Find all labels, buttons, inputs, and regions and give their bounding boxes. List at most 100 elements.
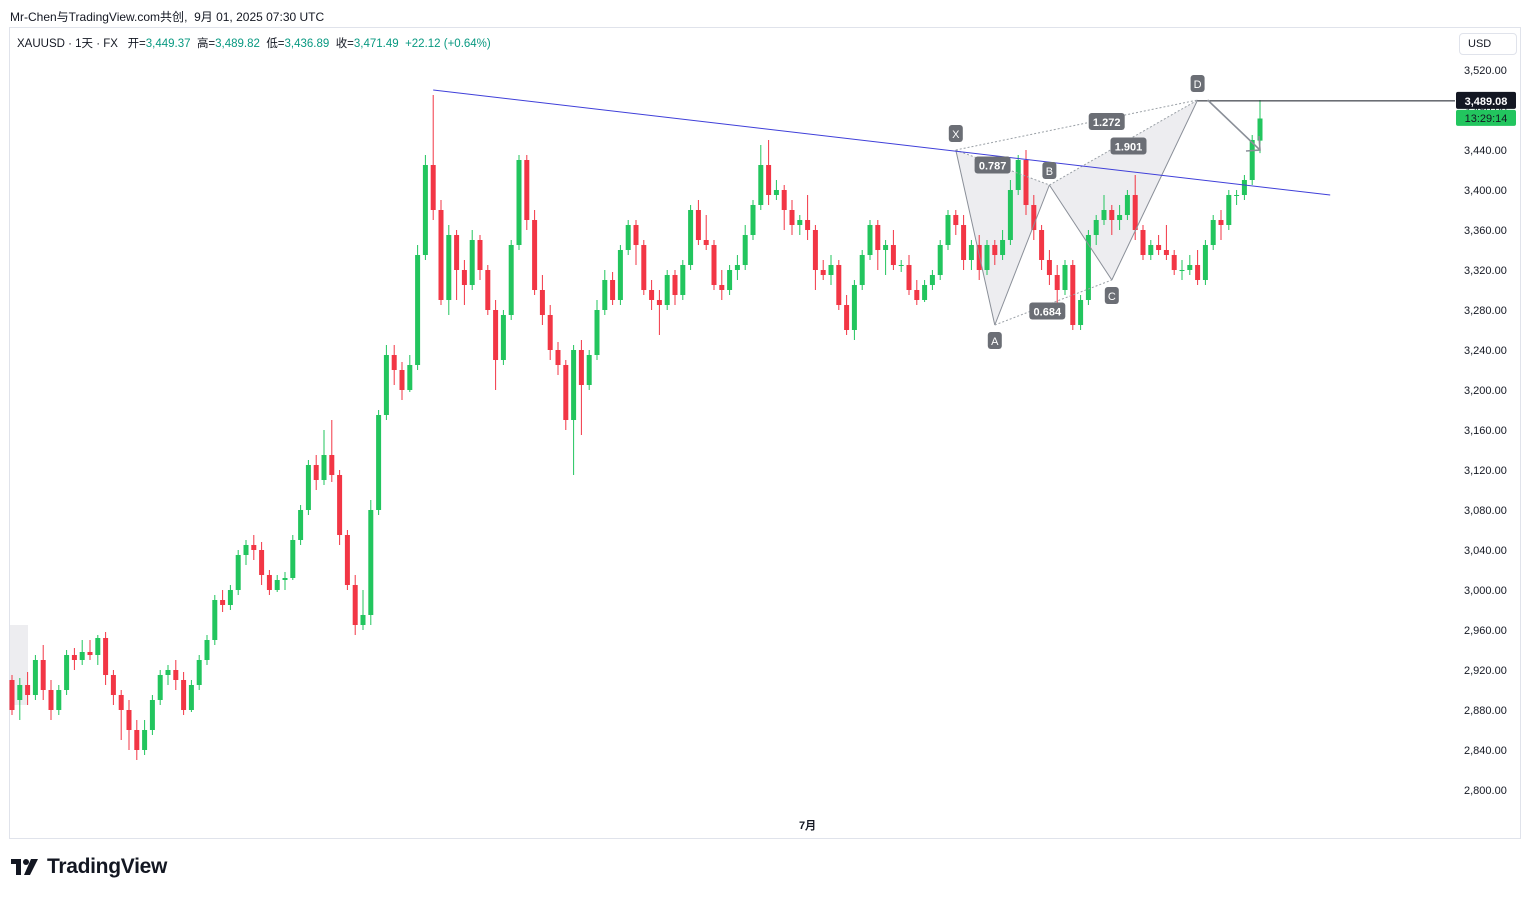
candle-body xyxy=(656,300,662,305)
candle-body xyxy=(337,475,343,535)
candle-body xyxy=(1195,265,1201,280)
candle-body xyxy=(1249,140,1255,180)
candle-body xyxy=(742,235,748,265)
candle-body xyxy=(555,350,561,365)
candle-body xyxy=(368,510,374,615)
candle-body xyxy=(149,700,155,730)
candle-body xyxy=(890,245,896,265)
pattern-point-label: D xyxy=(1194,79,1202,91)
candle-body xyxy=(805,220,811,230)
pattern-leg xyxy=(1048,184,1113,281)
current-price-value: 3,489.08 xyxy=(1465,96,1508,108)
candle-body xyxy=(1000,240,1006,255)
candle-body xyxy=(305,465,311,510)
candle-body xyxy=(1046,260,1052,275)
pattern-ratio-box xyxy=(1088,113,1125,130)
candle-body xyxy=(1039,230,1045,260)
candle-body xyxy=(1148,245,1154,255)
projection-arrow-head xyxy=(1245,135,1261,152)
candle-body xyxy=(820,270,826,275)
candle-body xyxy=(914,290,920,300)
pattern-ratio-line xyxy=(994,279,1112,326)
y-tick-label: 3,040.00 xyxy=(1464,545,1507,557)
candle-body xyxy=(71,655,77,660)
candle-body xyxy=(157,675,163,700)
candle-body xyxy=(40,660,46,690)
high-label: 高= xyxy=(196,38,216,50)
candle-body xyxy=(649,290,655,300)
brand-name: TradingView xyxy=(47,855,168,878)
pattern-point-box xyxy=(987,332,1002,349)
chart-share-header: Mr-Chen与TradingView.com共创, 9月 01, 2025 0… xyxy=(10,10,325,24)
candle-body xyxy=(1218,220,1224,225)
candle-body xyxy=(539,290,545,315)
candle-body xyxy=(25,685,31,695)
y-tick-label: 3,200.00 xyxy=(1464,385,1507,397)
candle-body xyxy=(563,365,569,420)
candle-body xyxy=(1234,195,1240,196)
currency-button[interactable]: USD xyxy=(1459,33,1517,55)
y-tick-label: 3,360.00 xyxy=(1464,225,1507,237)
candle-body xyxy=(110,675,116,695)
candle-body xyxy=(859,255,865,285)
candle-body xyxy=(290,540,296,578)
candle-body xyxy=(399,370,405,390)
pattern-ratio-label: 1.901 xyxy=(1115,142,1143,154)
candle-body xyxy=(360,615,366,625)
candle-body xyxy=(1202,245,1208,280)
candle-body xyxy=(329,455,335,475)
candle-body xyxy=(407,365,413,390)
y-tick-label: 2,800.00 xyxy=(1464,785,1507,797)
pattern-point-box xyxy=(1190,75,1205,92)
candle-body xyxy=(773,190,779,195)
y-tick-label: 3,240.00 xyxy=(1464,345,1507,357)
candle-body xyxy=(79,652,85,660)
candle-body xyxy=(844,305,850,330)
y-tick-label: 2,880.00 xyxy=(1464,705,1507,717)
tradingview-logo-icon xyxy=(11,859,38,875)
candle-body xyxy=(672,275,678,295)
candle-body xyxy=(243,545,249,555)
candle-body xyxy=(103,638,109,675)
change-value: +22.12 (+0.64%) xyxy=(405,38,491,50)
candle-body xyxy=(571,350,577,420)
x-tick-label: 7月 xyxy=(799,819,816,832)
symbol-label[interactable]: XAUUSD · 1天 · FX xyxy=(17,38,118,50)
candle-body xyxy=(711,245,717,285)
candle-body xyxy=(461,270,467,285)
candle-body xyxy=(118,695,124,710)
open-value: 3,449.37 xyxy=(145,38,191,50)
candle-body xyxy=(898,265,904,266)
pattern-leg xyxy=(994,184,1050,326)
candle-body xyxy=(812,230,818,270)
candle-body xyxy=(867,225,873,255)
candle-body xyxy=(415,255,421,365)
candle-body xyxy=(875,225,881,250)
candle-body xyxy=(282,578,288,580)
candle-body xyxy=(344,535,350,585)
chart-frame[interactable] xyxy=(9,27,1521,839)
y-tick-label: 3,440.00 xyxy=(1464,145,1507,157)
y-tick-label: 3,520.00 xyxy=(1464,65,1507,77)
pattern-leg xyxy=(1111,99,1199,281)
brand-footer[interactable]: TradingView xyxy=(11,855,167,879)
candle-body xyxy=(547,315,553,350)
candle-body xyxy=(274,580,280,590)
candle-body xyxy=(992,245,998,255)
pattern-ratio-box xyxy=(1029,302,1066,320)
candle-body xyxy=(32,660,38,695)
candle-body xyxy=(984,245,990,270)
candle-body xyxy=(961,225,967,260)
candle-body xyxy=(937,245,943,275)
candle-body xyxy=(828,265,834,275)
candle-body xyxy=(212,600,218,640)
pattern-point-label: C xyxy=(1108,291,1116,303)
close-label: 收= xyxy=(335,38,354,50)
candle-body xyxy=(1117,215,1123,220)
pattern-leg xyxy=(955,149,996,326)
candle-body xyxy=(1015,160,1021,190)
pattern-ratio-box xyxy=(974,156,1011,174)
candle-body xyxy=(56,690,62,710)
candle-body xyxy=(438,210,444,300)
